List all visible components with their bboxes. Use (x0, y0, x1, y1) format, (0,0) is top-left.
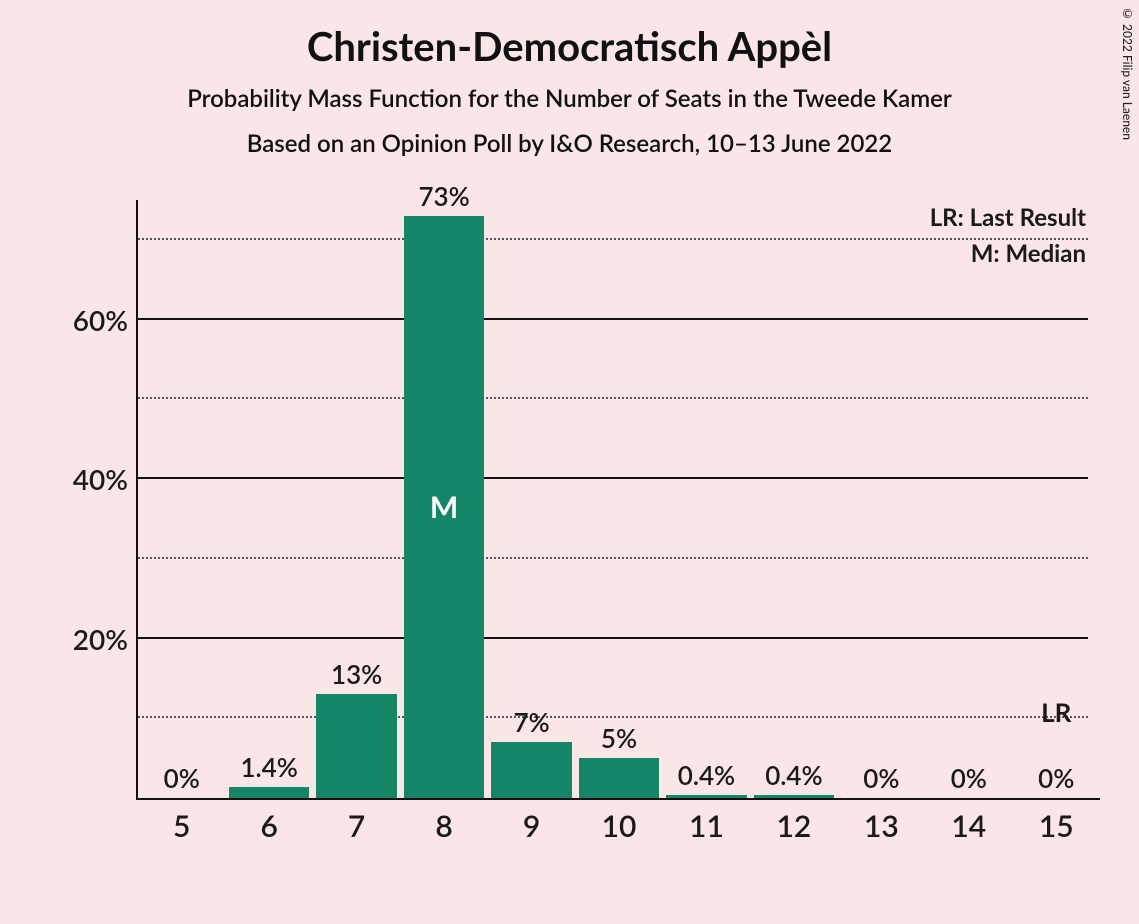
gridline-minor (138, 557, 1088, 559)
x-tick-label: 12 (777, 798, 812, 844)
bar: 7% (491, 742, 571, 798)
x-tick-label: 6 (260, 798, 277, 844)
legend-lr: LR: Last Result (930, 200, 1086, 236)
x-tick-label: 10 (602, 798, 637, 844)
bar: 5% (579, 758, 659, 798)
x-tick-label: 13 (864, 798, 899, 844)
bar-value-label: 0.4% (678, 759, 735, 795)
bar-value-label: 0.4% (765, 759, 822, 795)
y-tick-label: 40% (73, 462, 138, 496)
bar-value-label: 0% (863, 762, 899, 798)
chart-title: Christen-Democratisch Appèl (0, 0, 1139, 70)
bar-value-label: 0% (164, 762, 200, 798)
x-tick-label: 11 (689, 798, 724, 844)
x-tick-label: 5 (173, 798, 190, 844)
x-tick-label: 9 (523, 798, 540, 844)
copyright-text: © 2022 Filip van Laenen (1120, 6, 1135, 140)
x-tick-label: 15 (1039, 798, 1074, 844)
chart-subtitle-1: Probability Mass Function for the Number… (0, 84, 1139, 113)
plot-region: LR: Last Result M: Median 20%40%60%56789… (136, 200, 1100, 800)
y-tick-label: 20% (73, 622, 138, 656)
bar-value-label: 1.4% (240, 751, 297, 787)
last-result-marker: LR (1041, 696, 1071, 728)
gridline-minor (138, 716, 1088, 718)
legend-m: M: Median (930, 236, 1086, 272)
x-tick-label: 14 (951, 798, 986, 844)
bar-value-label: 0% (951, 762, 987, 798)
bar: 0.4% (666, 795, 746, 798)
chart-subtitle-2: Based on an Opinion Poll by I&O Research… (0, 129, 1139, 158)
bar: 73%M (404, 216, 484, 798)
y-tick-label: 60% (73, 303, 138, 337)
gridline-major: 20% (138, 637, 1088, 639)
bar: 1.4% (229, 787, 309, 798)
median-marker: M (430, 489, 458, 525)
chart-area: LR: Last Result M: Median 20%40%60%56789… (60, 200, 1100, 840)
bar-value-label: 7% (513, 706, 549, 742)
bar-value-label: 5% (601, 722, 637, 758)
bar-value-label: 0% (1038, 762, 1074, 798)
gridline-major: 40% (138, 477, 1088, 479)
gridline-minor (138, 238, 1088, 240)
gridline-major: 60% (138, 318, 1088, 320)
legend: LR: Last Result M: Median (930, 200, 1086, 272)
bar-value-label: 13% (331, 658, 382, 694)
bar: 13% (316, 694, 396, 798)
bar-value-label: 73% (418, 180, 469, 216)
gridline-minor (138, 397, 1088, 399)
bar: 0.4% (754, 795, 834, 798)
x-tick-label: 8 (435, 798, 452, 844)
x-tick-label: 7 (348, 798, 365, 844)
